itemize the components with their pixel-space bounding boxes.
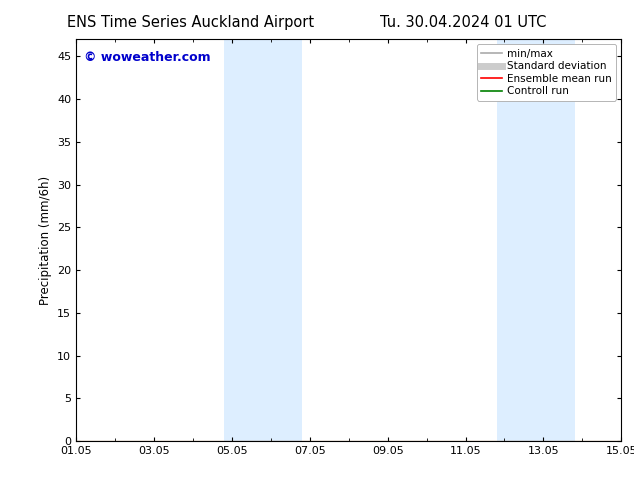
- Legend: min/max, Standard deviation, Ensemble mean run, Controll run: min/max, Standard deviation, Ensemble me…: [477, 45, 616, 100]
- Text: Tu. 30.04.2024 01 UTC: Tu. 30.04.2024 01 UTC: [380, 15, 546, 30]
- Text: © woweather.com: © woweather.com: [84, 51, 211, 64]
- Y-axis label: Precipitation (mm/6h): Precipitation (mm/6h): [39, 175, 51, 305]
- Bar: [496, 39, 574, 441]
- Text: ENS Time Series Auckland Airport: ENS Time Series Auckland Airport: [67, 15, 314, 30]
- Bar: [224, 39, 302, 441]
